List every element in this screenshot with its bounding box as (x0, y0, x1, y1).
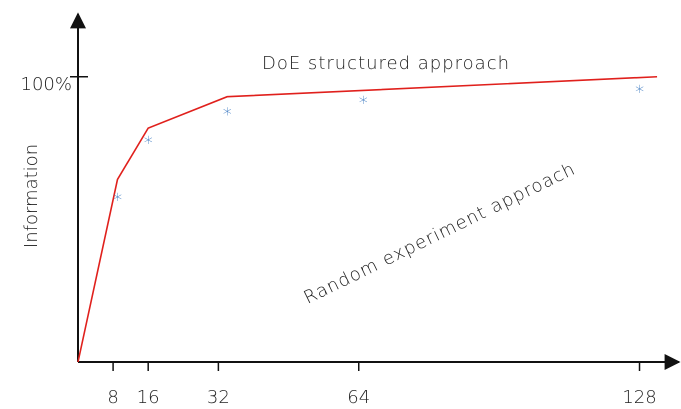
x-tick-label: 8 (107, 387, 118, 408)
x-tick-label: 16 (137, 387, 160, 408)
series-line (77, 75, 658, 363)
star-marker: ∗ (112, 187, 123, 208)
series-annotation: Random experiment approach (301, 158, 579, 308)
x-tick-label: 32 (207, 387, 230, 408)
star-marker: ∗ (358, 90, 369, 111)
star-marker: ∗ (143, 130, 154, 151)
star-marker: ∗ (222, 101, 233, 122)
y-tick-label: 100% (21, 74, 72, 95)
series-annotation: DoE structured approach (262, 53, 510, 74)
x-tick-label: 128 (622, 387, 656, 408)
y-axis-label: Information (21, 144, 42, 248)
star-marker: ∗ (634, 78, 645, 99)
x-tick-label: 64 (347, 387, 370, 408)
